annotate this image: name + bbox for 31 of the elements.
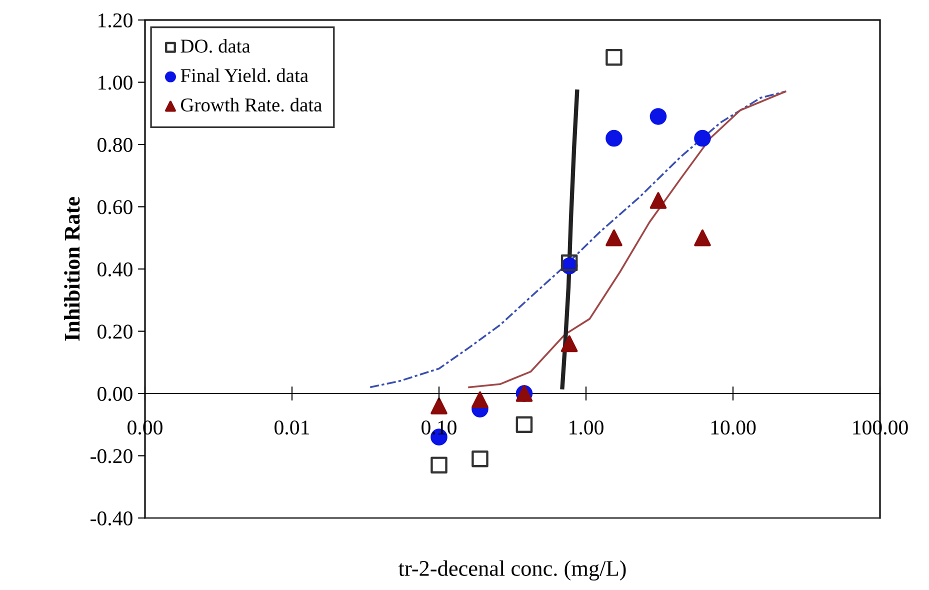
point <box>472 391 488 408</box>
x-tick-label: 0.01 <box>274 420 309 435</box>
y-tick-label: 1.00 <box>98 76 132 90</box>
point <box>472 450 488 468</box>
point <box>516 416 533 434</box>
y-tick-label: 0.20 <box>98 324 132 339</box>
point <box>606 130 622 147</box>
point <box>694 130 711 147</box>
y-axis-title: Inhibition Rate <box>64 197 80 341</box>
x-axis-title: tr-2-decenal conc. (mg/L) <box>398 560 626 581</box>
point <box>606 229 622 246</box>
legend-label: DO. data <box>180 39 250 53</box>
y-tick-label: 0.40 <box>98 262 132 277</box>
y-tick-label: 0.80 <box>98 138 132 152</box>
x-tick-label: 10.00 <box>711 420 756 435</box>
point <box>560 254 578 272</box>
y-tick-label: -0.40 <box>90 511 132 526</box>
point <box>606 48 622 66</box>
x-tick-label: 1.00 <box>570 420 604 435</box>
y-tick-label: 0.60 <box>98 200 132 214</box>
point <box>694 229 711 246</box>
x-tick-label: 0.10 <box>422 420 456 435</box>
y-tick-label: -0.20 <box>90 449 132 464</box>
point <box>560 335 578 352</box>
legend-label: Growth Rate. data <box>181 98 322 112</box>
y-tick-label: 1.20 <box>98 13 132 28</box>
point <box>650 192 667 209</box>
point <box>650 108 667 125</box>
y-tick-label: 0.00 <box>98 386 132 402</box>
legend-label: Final Yield. data <box>180 68 308 82</box>
line-series <box>560 90 580 390</box>
